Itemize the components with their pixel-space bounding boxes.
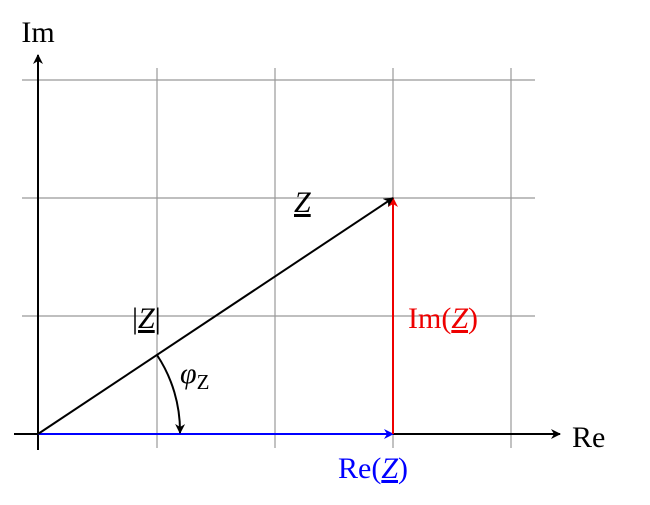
imaginary-symbol: Z: [451, 302, 468, 335]
real-suffix: ): [398, 452, 408, 485]
phasor-vector: [37, 197, 394, 435]
real-prefix: Re(: [338, 452, 381, 485]
angle-subscript: Z: [197, 370, 210, 394]
magnitude-prefix: |: [132, 302, 138, 335]
angle-symbol: φ: [180, 357, 197, 390]
real-axis-label: Re: [572, 421, 605, 454]
phasor-label: Z: [294, 186, 311, 219]
magnitude-suffix: |: [155, 302, 161, 335]
imaginary-prefix: Im(: [408, 302, 451, 335]
real-symbol: Z: [381, 452, 398, 485]
imaginary-part-label: Im(Z): [408, 302, 478, 335]
magnitude-symbol: Z: [138, 302, 155, 335]
magnitude-label: |Z|: [132, 302, 161, 335]
angle-arc: [156, 354, 186, 434]
imaginary-suffix: ): [468, 302, 478, 335]
angle-label: φZ: [180, 357, 209, 394]
grid: [22, 68, 535, 448]
imaginary-axis-label: Im: [21, 16, 54, 49]
real-part-label: Re(Z): [338, 452, 408, 485]
